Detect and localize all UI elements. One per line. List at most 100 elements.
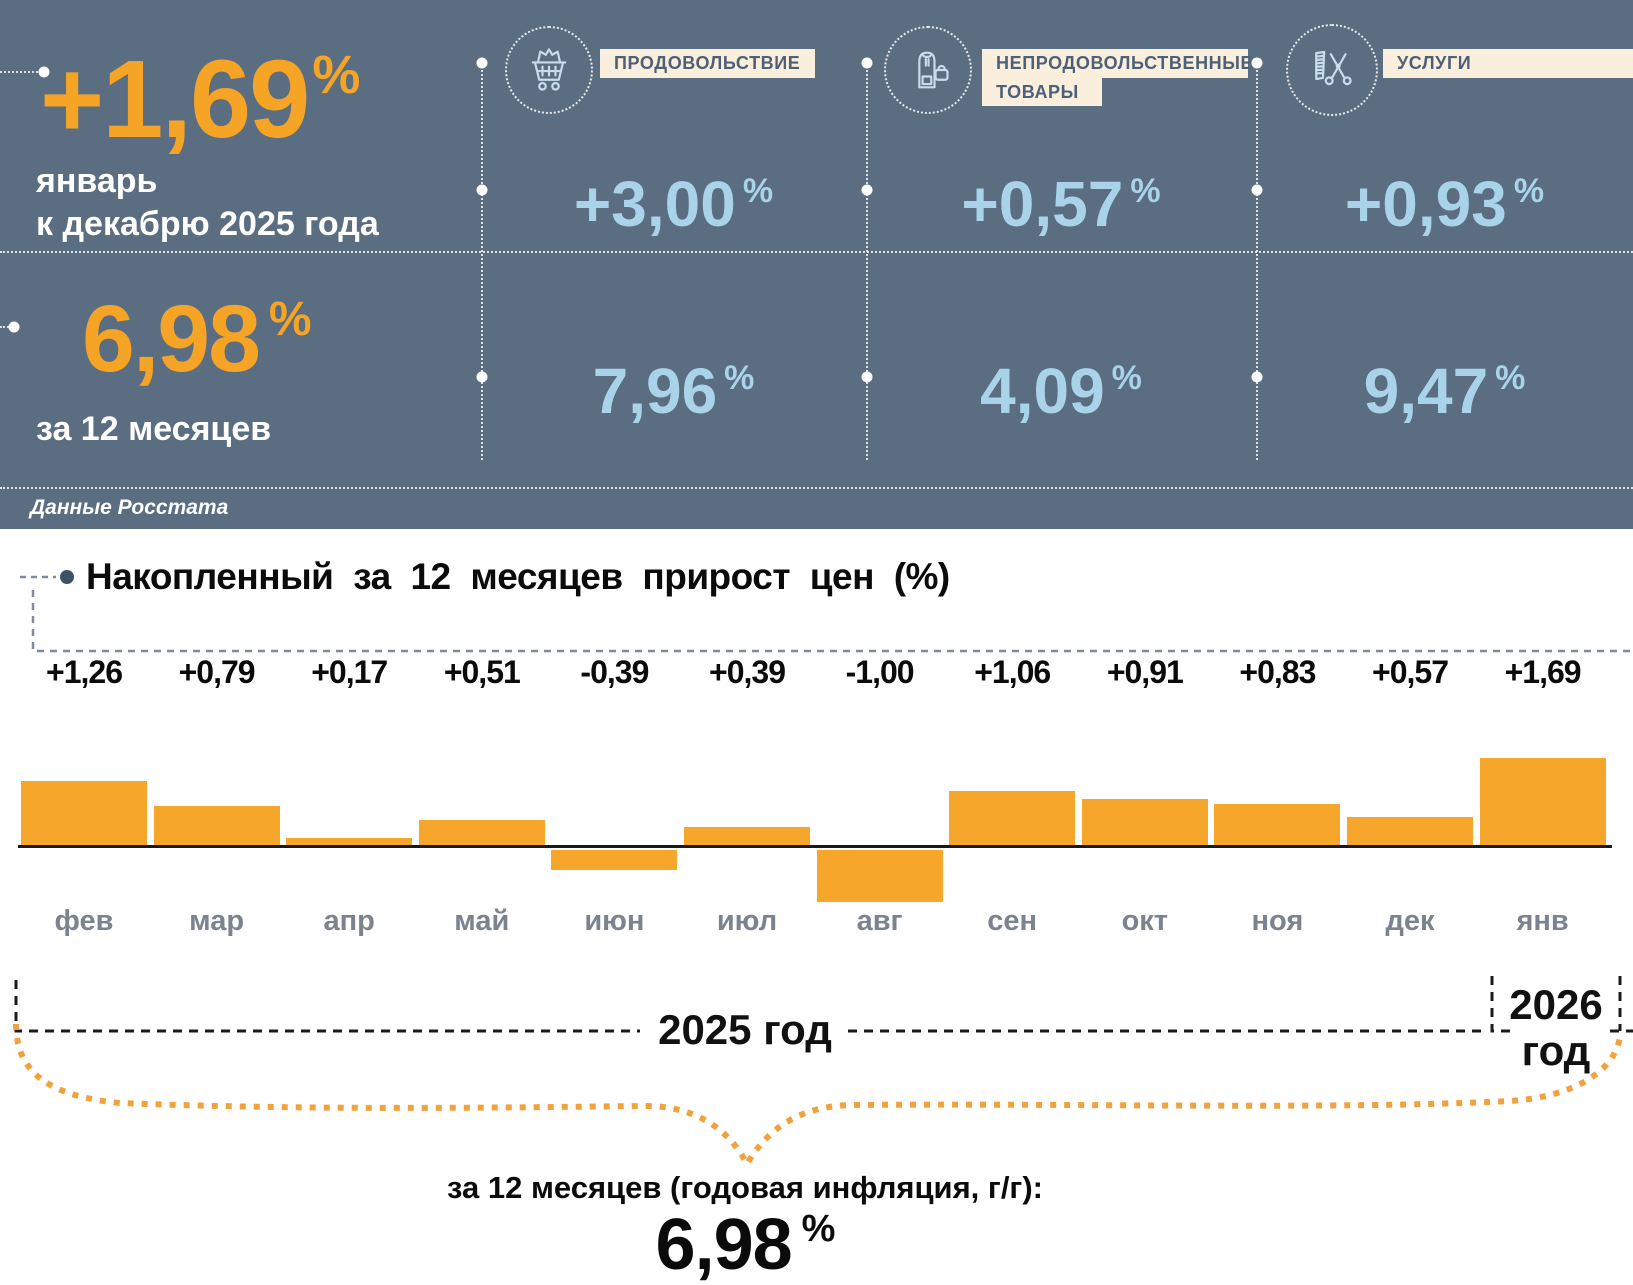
category-label-nonfood-line2: ТОВАРЫ	[982, 78, 1102, 106]
column-separator	[481, 58, 483, 460]
services-annual-number: 9,47	[1363, 355, 1489, 427]
bar-value-label: -1,00	[845, 654, 915, 690]
connector-dot	[1251, 371, 1263, 383]
bar-авг	[816, 850, 943, 903]
services-monthly-value: +0,93%	[1256, 158, 1633, 237]
bar-value-label: +1,26	[46, 654, 123, 690]
clothing-bag-icon	[918, 51, 949, 89]
bar-фев	[21, 780, 147, 847]
bar-value-label: +0,79	[178, 654, 256, 690]
services-annual-value: 9,47%	[1256, 345, 1633, 424]
nonfood-monthly-value: +0,57%	[866, 158, 1256, 237]
annual-inflation-label: за 12 месяцев (годовая инфляция, г/г):	[447, 1170, 1043, 1205]
percent-sign: %	[312, 45, 361, 105]
food-annual-value: 7,96%	[481, 345, 866, 424]
connector-dot	[861, 57, 873, 69]
bar-июл	[684, 826, 810, 847]
percent-sign: %	[742, 172, 774, 210]
services-monthly-number: +0,93	[1344, 168, 1507, 240]
month-label-дек: дек	[1385, 905, 1435, 937]
connector-dot	[861, 371, 873, 383]
category-label-services: УСЛУГИ	[1383, 49, 1633, 78]
nonfood-monthly-number: +0,57	[961, 168, 1124, 240]
bar-июн	[551, 850, 678, 871]
column-separator	[1256, 58, 1258, 460]
connector-dot	[1251, 57, 1263, 69]
percent-sign: %	[801, 1208, 836, 1250]
period-2026-line2: год	[1521, 1027, 1591, 1074]
month-label-июн: июн	[584, 905, 645, 937]
month-label-ноя: ноя	[1251, 905, 1304, 937]
food-annual-number: 7,96	[592, 355, 718, 427]
headline-month-number: +1,69	[40, 38, 310, 161]
connector-dot	[8, 321, 20, 333]
category-label-food: ПРОДОВОЛЬСТВИЕ	[600, 49, 815, 78]
connector-dot	[38, 66, 50, 78]
month-label-май: май	[454, 905, 510, 937]
food-monthly-number: +3,00	[573, 168, 736, 240]
bar-апр	[286, 838, 413, 847]
bar-окт	[1081, 799, 1208, 847]
bar-май	[418, 820, 545, 847]
connector-dot	[1251, 184, 1263, 196]
connector-dot	[861, 184, 873, 196]
food-icon-circle	[505, 26, 593, 114]
bar-мар	[153, 805, 280, 847]
month-label-сен: сен	[987, 905, 1038, 937]
percent-sign: %	[1111, 359, 1142, 397]
bar-value-label: -0,39	[580, 654, 649, 690]
row-separator-line	[0, 251, 1633, 253]
services-icon-circle	[1286, 24, 1378, 116]
bar-value-label: +1,69	[1504, 654, 1582, 690]
period-2026-line1: 2026	[1509, 981, 1603, 1028]
header-panel: +1,69% январь к декабрю 2025 года 6,98% …	[0, 0, 1633, 529]
column-separator	[866, 58, 868, 460]
headline-annual-period: за 12 месяцев	[36, 410, 272, 448]
percent-sign: %	[1513, 172, 1545, 210]
month-label-окт: окт	[1121, 905, 1169, 937]
connector-dot	[476, 371, 488, 383]
source-separator-line	[0, 487, 1633, 489]
headline-annual-number: 6,98	[82, 286, 261, 392]
connector-dot	[476, 184, 488, 196]
data-source: Данные Росстата	[30, 496, 229, 519]
bar-value-label: +0,51	[443, 654, 521, 690]
headline-month-value: +1,69%	[40, 18, 360, 157]
headline-annual-value: 6,98%	[82, 272, 312, 387]
food-monthly-value: +3,00%	[481, 158, 866, 237]
percent-sign: %	[724, 359, 755, 397]
bar-value-label: +1,06	[974, 654, 1051, 690]
period-2026-label: 2026 год	[1498, 982, 1614, 1074]
nonfood-annual-value: 4,09%	[866, 345, 1256, 424]
bar-ноя	[1214, 803, 1341, 847]
nonfood-annual-number: 4,09	[980, 355, 1105, 427]
connector-dot	[476, 57, 488, 69]
bar-дек	[1347, 817, 1473, 847]
month-label-янв: янв	[1516, 905, 1569, 937]
percent-sign: %	[268, 293, 312, 346]
month-label-апр: апр	[323, 905, 375, 937]
period-line1: январь	[36, 162, 158, 200]
comb-scissors-icon	[1315, 50, 1352, 86]
bar-value-label: +0,39	[709, 654, 786, 690]
bar-value-label: +0,83	[1239, 654, 1316, 690]
percent-sign: %	[1130, 172, 1161, 210]
month-label-мар: мар	[189, 905, 245, 937]
connector-stub-line	[0, 326, 9, 328]
month-label-фев: фев	[54, 905, 114, 937]
bar-янв	[1479, 758, 1606, 847]
bar-value-label: +0,91	[1106, 654, 1184, 690]
bar-value-label: +0,57	[1372, 654, 1449, 690]
chart-baseline-axis	[18, 845, 1612, 848]
month-label-июл: июл	[716, 905, 778, 937]
month-label-авг: авг	[856, 905, 903, 937]
connector-stub-line	[0, 71, 38, 73]
headline-month-period: январь к декабрю 2025 года	[36, 160, 379, 246]
annual-inflation-number: 6,98	[655, 1205, 793, 1285]
bar-сен	[949, 791, 1076, 847]
period-2025-label: 2025 год	[658, 1006, 832, 1053]
percent-sign: %	[1495, 359, 1526, 397]
shopping-cart-icon	[531, 48, 567, 91]
